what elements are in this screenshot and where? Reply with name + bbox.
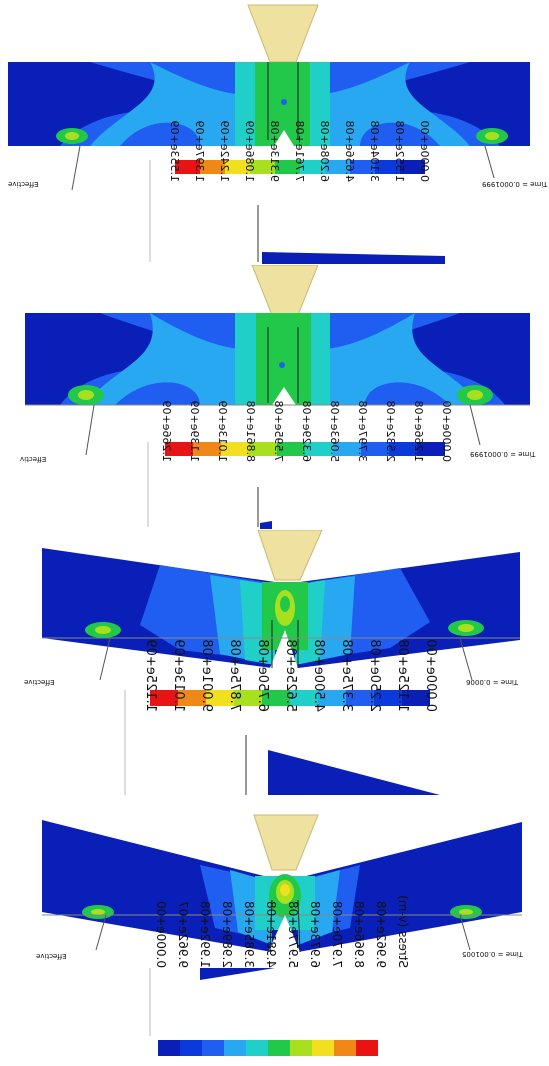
legend-tick: 6.750e+08 bbox=[255, 639, 270, 712]
legend-tick: 1.139e+09 bbox=[188, 400, 201, 462]
color-legend bbox=[149, 160, 445, 264]
legend-tick: 2.532e+08 bbox=[384, 400, 397, 462]
legend-tick: 2.989e+08 bbox=[220, 900, 234, 968]
legend-tick: 1.242e+09 bbox=[218, 120, 231, 182]
legend-tick: 1.266e+08 bbox=[412, 400, 425, 462]
legend-tick: 1.397e+09 bbox=[193, 120, 206, 182]
legend-title: Stress (v-m) bbox=[396, 895, 410, 968]
color-legend bbox=[147, 442, 445, 529]
effective-label: Effective bbox=[24, 678, 55, 686]
legend-tick: 6.329e+08 bbox=[300, 400, 313, 462]
legend-tick: 0.000e+00 bbox=[423, 639, 438, 712]
legend-tick: 2.250e+08 bbox=[367, 639, 382, 712]
legend-tick: 9.962e+08 bbox=[374, 900, 388, 968]
legend-tick: 7.970e+08 bbox=[330, 900, 344, 968]
legend-tick: 1.086e+09 bbox=[243, 120, 256, 182]
legend-tick: 7.595e+08 bbox=[272, 400, 285, 462]
indenter bbox=[247, 4, 319, 63]
contour-panel-3: 1.125e+09 1.013e+09 9.001e+08 7.875e+08 … bbox=[0, 530, 549, 800]
legend-tick: 7.875e+08 bbox=[227, 639, 242, 712]
contour-panel-4: 0.000e+00 9.962e+07 1.992e+08 2.989e+08 … bbox=[0, 800, 549, 1066]
contour-panel-2: 1.266e+09 1.139e+09 1.013e+09 8.861e+08 … bbox=[0, 265, 549, 530]
legend-tick: 4.656e+08 bbox=[343, 120, 356, 182]
legend-tick: 3.375e+08 bbox=[339, 639, 354, 712]
color-legend bbox=[124, 690, 440, 795]
beam-contour-plot bbox=[8, 4, 530, 264]
time-label: Time = 0.0006 bbox=[466, 678, 518, 686]
effective-label: Effective bbox=[36, 952, 67, 960]
legend-tick: 9.962e+07 bbox=[176, 900, 190, 968]
legend-tick: 1.553e+09 bbox=[168, 120, 181, 182]
indenter bbox=[251, 265, 319, 316]
legend-tick: 4.500e+08 bbox=[311, 639, 326, 712]
effective-label: Effectiv bbox=[20, 455, 47, 463]
legend-tick: 0.000e+00 bbox=[418, 120, 431, 182]
legend-tick: 9.001e+08 bbox=[199, 639, 214, 712]
legend-tick: 1.552e+08 bbox=[393, 120, 406, 182]
legend-tick: 4.981e+08 bbox=[264, 900, 278, 968]
beam-contour-plot bbox=[42, 530, 520, 795]
time-label: Time = 0.0001999 bbox=[470, 450, 536, 458]
legend-tick: 1.992e+08 bbox=[198, 900, 212, 968]
legend-tick: 1.125e+08 bbox=[395, 639, 410, 712]
legend-tick: 0.000e+00 bbox=[154, 900, 168, 968]
contour-panel-1: 1.553e+09 1.397e+09 1.242e+09 1.086e+09 … bbox=[0, 0, 549, 265]
beam-contour-plot bbox=[25, 265, 530, 529]
color-legend bbox=[149, 968, 378, 1056]
legend-tick: 5.625e+08 bbox=[283, 639, 298, 712]
legend-tick: 3.797e+08 bbox=[356, 400, 369, 462]
effective-label: Effective bbox=[8, 180, 39, 188]
legend-tick: 5.063e+08 bbox=[328, 400, 341, 462]
legend-tick: 3.104e+08 bbox=[368, 120, 381, 182]
legend-tick: 8.966e+08 bbox=[352, 900, 366, 968]
legend-tick: 1.125e+09 bbox=[143, 639, 158, 712]
legend-tick: 8.861e+08 bbox=[244, 400, 257, 462]
legend-tick: 1.266e+09 bbox=[160, 400, 173, 462]
legend-tick: 1.013e+09 bbox=[171, 639, 186, 712]
indenter bbox=[253, 814, 319, 871]
beam-contour-plot bbox=[42, 814, 522, 1056]
legend-tick: 9.313e+08 bbox=[268, 120, 281, 182]
legend-tick: 6.973e+08 bbox=[308, 900, 322, 968]
time-label: Time = 0.0001999 bbox=[482, 180, 548, 188]
indenter bbox=[257, 530, 323, 581]
legend-tick: 7.761e+08 bbox=[293, 120, 306, 182]
legend-tick: 5.977e+08 bbox=[286, 900, 300, 968]
legend-tick: 0.000e+00 bbox=[440, 400, 453, 462]
legend-tick: 3.985e+08 bbox=[242, 900, 256, 968]
time-label: Time = 0.001005 bbox=[462, 950, 523, 958]
legend-tick: 6.208e+08 bbox=[318, 120, 331, 182]
legend-tick: 1.013e+09 bbox=[216, 400, 229, 462]
